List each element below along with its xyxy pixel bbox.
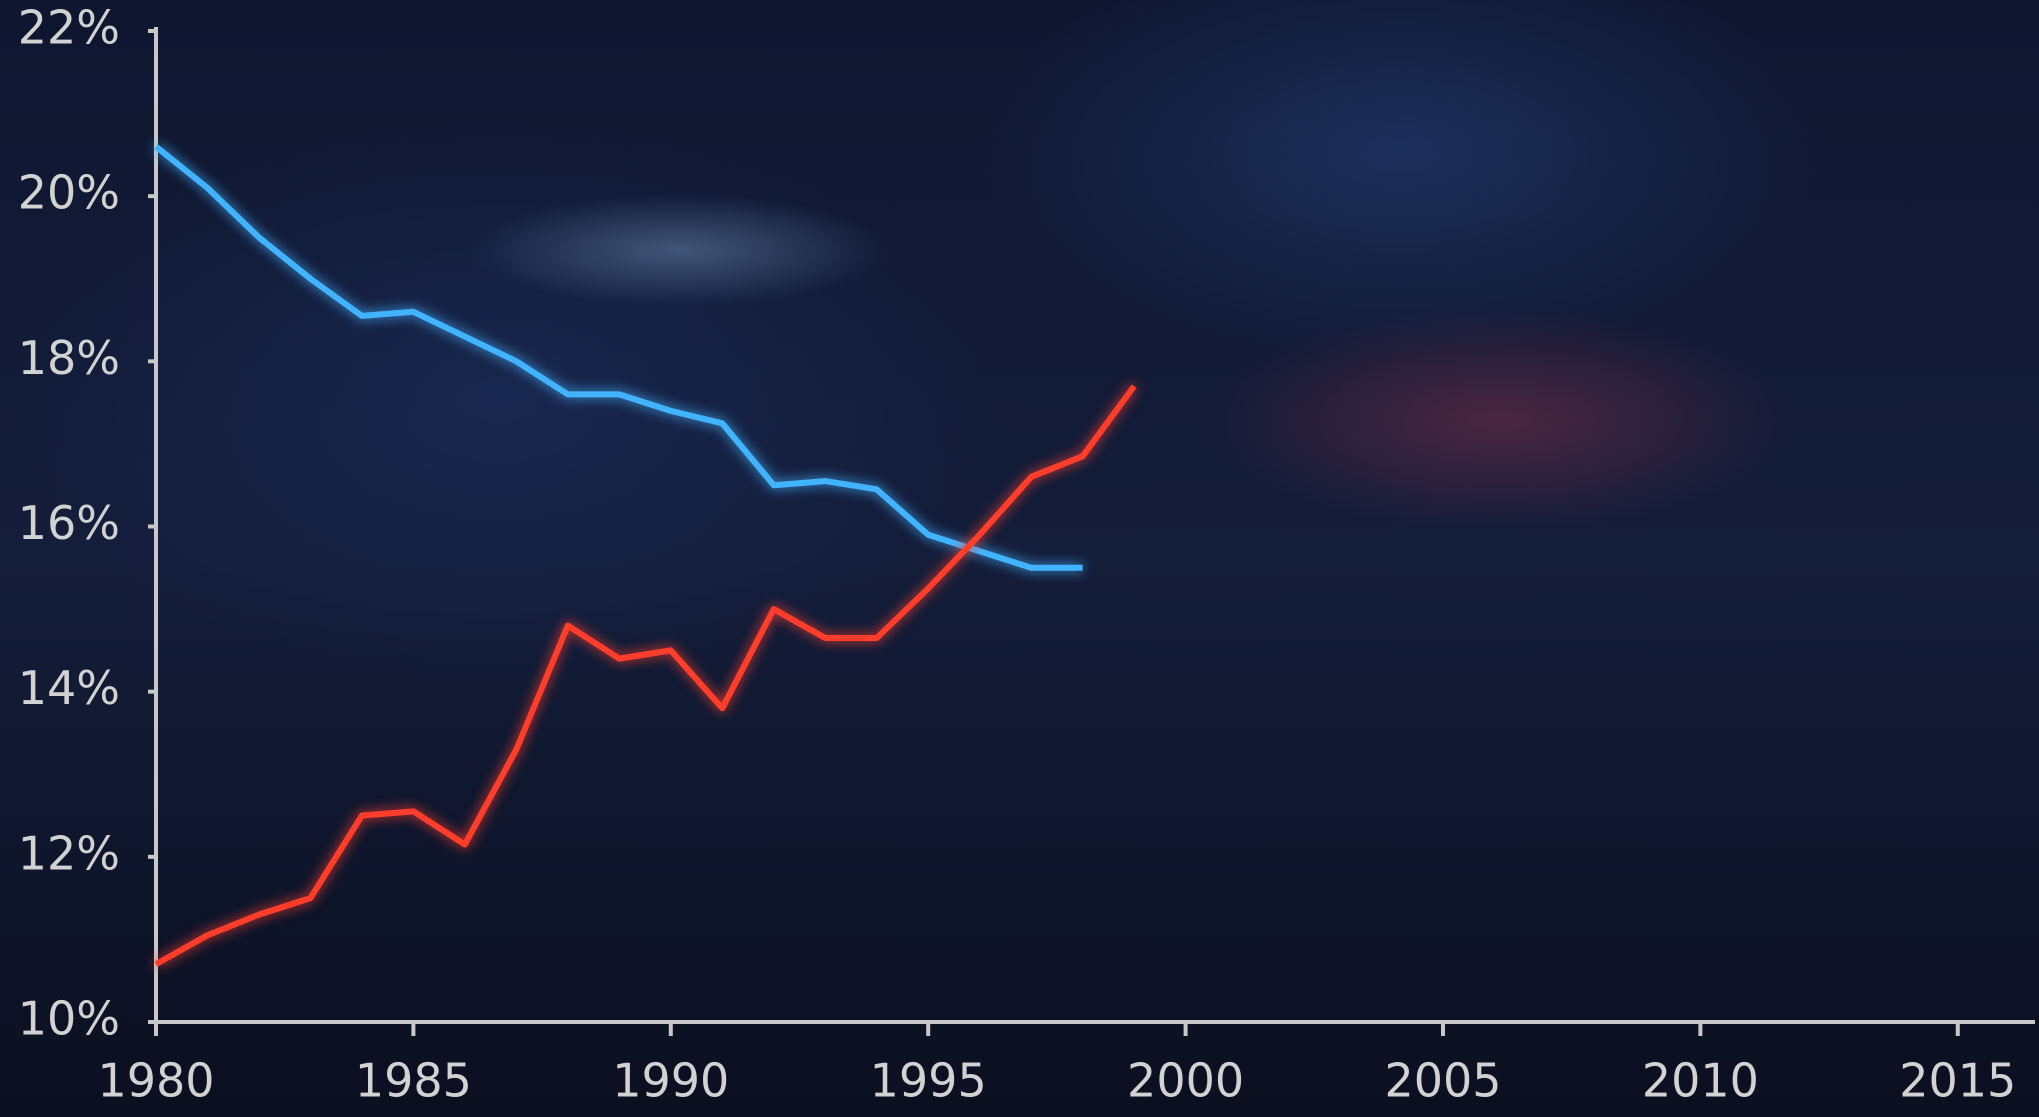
x-tick-label: 1985 <box>355 1054 472 1108</box>
y-tick-label: 10% <box>18 992 120 1046</box>
x-tick-label: 2015 <box>1899 1054 2016 1108</box>
y-tick-label: 18% <box>18 331 120 385</box>
data-line <box>156 386 1134 964</box>
y-tick-label: 12% <box>18 826 120 880</box>
y-tick-label: 20% <box>18 166 120 220</box>
y-tick-label: 16% <box>18 496 120 550</box>
x-tick-label: 2000 <box>1127 1054 1244 1108</box>
y-tick-label: 14% <box>18 661 120 715</box>
x-tick-label: 1995 <box>870 1054 987 1108</box>
x-tick-label: 2010 <box>1642 1054 1759 1108</box>
x-tick-label: 2005 <box>1384 1054 1501 1108</box>
y-tick-label: 22% <box>18 1 120 55</box>
chart: 10% 12% 14% 16% 18% 20% 22% 1980 1985 1990 1995 200… <box>0 0 2039 1117</box>
data-line <box>156 147 1083 568</box>
x-tick-label: 1980 <box>97 1054 214 1108</box>
x-tick-label: 1990 <box>612 1054 729 1108</box>
